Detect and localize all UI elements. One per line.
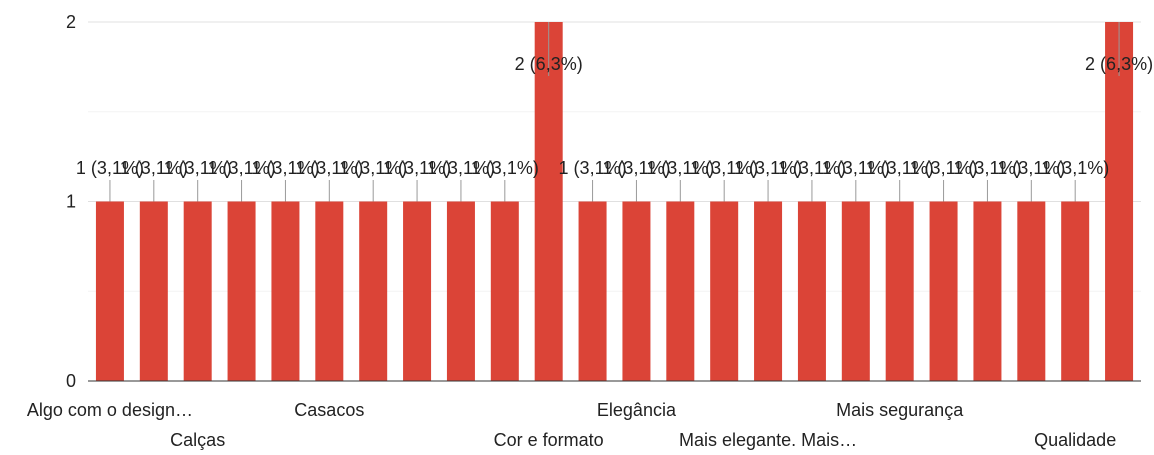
bar <box>797 201 826 381</box>
bar <box>271 201 300 381</box>
data-labels: 1 (3,1%)1 (3,1%)1 (3,1%)1 (3,1%)1 (3,1%)… <box>76 22 1153 202</box>
bar <box>710 201 739 381</box>
data-label: 1 (3,1%) <box>383 158 451 178</box>
data-label: 1 (3,1%) <box>559 158 627 178</box>
data-label: 1 (3,1%) <box>866 158 934 178</box>
bar <box>183 201 212 381</box>
data-label: 2 (6,3%) <box>515 54 583 74</box>
bar <box>227 201 256 381</box>
x-tick-label: Qualidade <box>1034 430 1116 450</box>
data-label: 1 (3,1%) <box>295 158 363 178</box>
x-tick-label: Cor e formato <box>494 430 604 450</box>
data-label: 2 (6,3%) <box>1085 54 1153 74</box>
bar <box>666 201 695 381</box>
data-label: 1 (3,1%) <box>471 158 539 178</box>
data-label: 1 (3,1%) <box>910 158 978 178</box>
y-tick-label: 2 <box>66 12 76 32</box>
x-tick-label: Mais segurança <box>836 400 964 420</box>
x-tick-label: Elegância <box>597 400 677 420</box>
data-label: 1 (3,1%) <box>427 158 495 178</box>
data-label: 1 (3,1%) <box>1041 158 1109 178</box>
bar <box>359 201 388 381</box>
bar <box>1061 201 1090 381</box>
x-tick-labels: Algo com o design… Calças Casacos Cor e for… <box>27 400 1116 450</box>
x-tick-label: Casacos <box>294 400 364 420</box>
bar <box>841 201 870 381</box>
x-tick-label: Algo com o design… <box>27 400 193 420</box>
bar <box>754 201 783 381</box>
bar <box>885 201 914 381</box>
data-label: 1 (3,1%) <box>646 158 714 178</box>
bar <box>578 201 607 381</box>
data-label: 1 (3,1%) <box>208 158 276 178</box>
bar <box>622 201 651 381</box>
data-label: 1 (3,1%) <box>76 158 144 178</box>
data-label: 1 (3,1%) <box>120 158 188 178</box>
x-tick-label: Calças <box>170 430 225 450</box>
bar <box>973 201 1002 381</box>
gridlines <box>88 21 1141 292</box>
bar <box>490 201 519 381</box>
data-label: 1 (3,1%) <box>734 158 802 178</box>
bar <box>95 201 124 381</box>
data-label: 1 (3,1%) <box>822 158 890 178</box>
bar <box>1017 201 1046 381</box>
x-tick-label: Mais elegante. Mais… <box>679 430 857 450</box>
bar <box>403 201 432 381</box>
data-label: 1 (3,1%) <box>778 158 846 178</box>
bar <box>315 201 344 381</box>
bar <box>929 201 958 381</box>
bar <box>534 22 563 381</box>
data-label: 1 (3,1%) <box>251 158 319 178</box>
data-label: 1 (3,1%) <box>602 158 670 178</box>
bar <box>446 201 475 381</box>
data-label: 1 (3,1%) <box>690 158 758 178</box>
y-tick-label: 1 <box>66 192 76 212</box>
bar <box>1105 22 1134 381</box>
data-label: 1 (3,1%) <box>997 158 1065 178</box>
data-label: 1 (3,1%) <box>164 158 232 178</box>
data-label: 1 (3,1%) <box>339 158 407 178</box>
y-tick-labels: 0 1 2 <box>66 12 76 391</box>
data-label: 1 (3,1%) <box>953 158 1021 178</box>
bars <box>95 22 1134 381</box>
y-tick-label: 0 <box>66 371 76 391</box>
bar <box>139 201 168 381</box>
